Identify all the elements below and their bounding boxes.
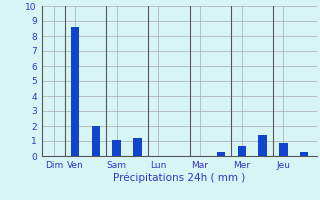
- Bar: [259, 135, 267, 156]
- Bar: [92, 126, 100, 156]
- Bar: [300, 152, 308, 156]
- Bar: [113, 140, 121, 156]
- Bar: [217, 152, 225, 156]
- Bar: [237, 146, 246, 156]
- X-axis label: Précipitations 24h ( mm ): Précipitations 24h ( mm ): [113, 173, 245, 183]
- Bar: [279, 142, 288, 156]
- Bar: [133, 138, 142, 156]
- Bar: [71, 27, 79, 156]
